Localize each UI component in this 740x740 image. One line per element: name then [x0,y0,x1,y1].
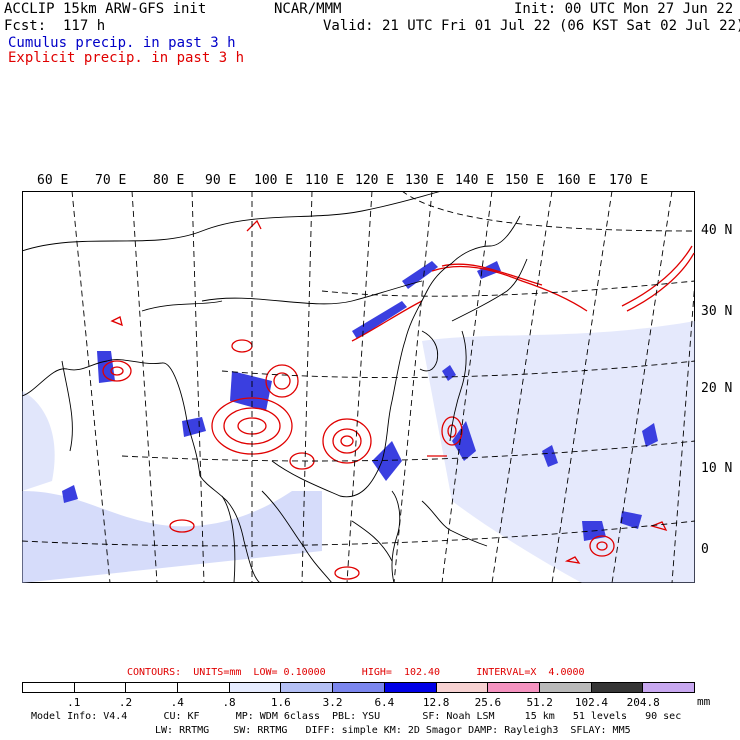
cumulus-legend-label: Cumulus precip. in past 3 h [8,35,236,51]
valid-time: Valid: 21 UTC Fri 01 Jul 22 (06 KST Sat … [323,18,740,34]
colorbar-tick-label: 3.2 [322,696,343,709]
lat-label: 30 N [701,304,733,319]
colorbar-cell [74,683,127,692]
model-info-line2: LW: RRTMG SW: RRTMG DIFF: simple KM: 2D … [155,725,631,736]
colorbar-cell [333,683,385,692]
colorbar-cell [281,683,334,692]
colorbar-cell [436,683,489,692]
lat-label: 40 N [701,223,733,238]
lon-label: 100 E [254,173,294,188]
colorbar-cell [126,683,179,692]
colorbar-tick-label: 204.8 [626,696,660,709]
colorbar-tick-label: .1 [67,696,81,709]
map-canvas [22,191,695,583]
lon-label: 140 E [455,173,495,188]
map-border [22,191,695,583]
lon-label: 90 E [205,173,237,188]
colorbar-unit: mm [697,695,711,708]
lon-label: 120 E [355,173,395,188]
coastlines [22,191,528,583]
lat-label: 0 [701,542,709,557]
colorbar-tick-label: 6.4 [374,696,395,709]
lon-label: 80 E [153,173,185,188]
colorbar-cell [178,683,230,692]
lon-label: 110 E [305,173,345,188]
colorbar-cell [229,683,282,692]
colorbar-cell [643,683,694,692]
colorbar-cell [23,683,75,692]
init-time: Init: 00 UTC Mon 27 Jun 22 [514,1,734,17]
model-title: ACCLIP 15km ARW-GFS init [4,1,207,17]
lon-label: 160 E [557,173,597,188]
lat-label: 10 N [701,461,733,476]
lon-label: 130 E [405,173,445,188]
org-label: NCAR/MMM [274,1,342,17]
colorbar-cell [488,683,540,692]
lon-label: 150 E [505,173,545,188]
forecast-hour: Fcst: 117 h [4,18,106,34]
colorbar-tick-label: .8 [222,696,236,709]
colorbar-tick-label: .4 [170,696,184,709]
colorbar-tick-label: 25.6 [474,696,502,709]
precipitation-map [22,191,695,583]
explicit-precip-contours [102,219,695,580]
precip-colorbar [22,682,695,693]
explicit-legend-label: Explicit precip. in past 3 h [8,50,245,66]
colorbar-cell [591,683,644,692]
colorbar-tick-label: .2 [118,696,133,709]
lat-lon-grid [22,191,695,583]
colorbar-tick-label: 51.2 [526,696,553,709]
lat-label: 20 N [701,381,733,396]
lon-label: 170 E [609,173,649,188]
colorbar-tick-label: 1.6 [270,696,291,709]
colorbar-tick-label: 12.8 [422,696,450,709]
contours-info: CONTOURS: UNITS=mm LOW= 0.10000 HIGH= 10… [127,667,585,678]
model-info-line1: Model Info: V4.4 CU: KF MP: WDM 6class P… [31,711,682,722]
colorbar-cell [539,683,592,692]
colorbar-cell [384,683,437,692]
lon-label: 70 E [95,173,127,188]
cumulus-precip-cells [62,261,658,541]
lon-label: 60 E [37,173,69,188]
colorbar-tick-label: 102.4 [574,696,609,709]
